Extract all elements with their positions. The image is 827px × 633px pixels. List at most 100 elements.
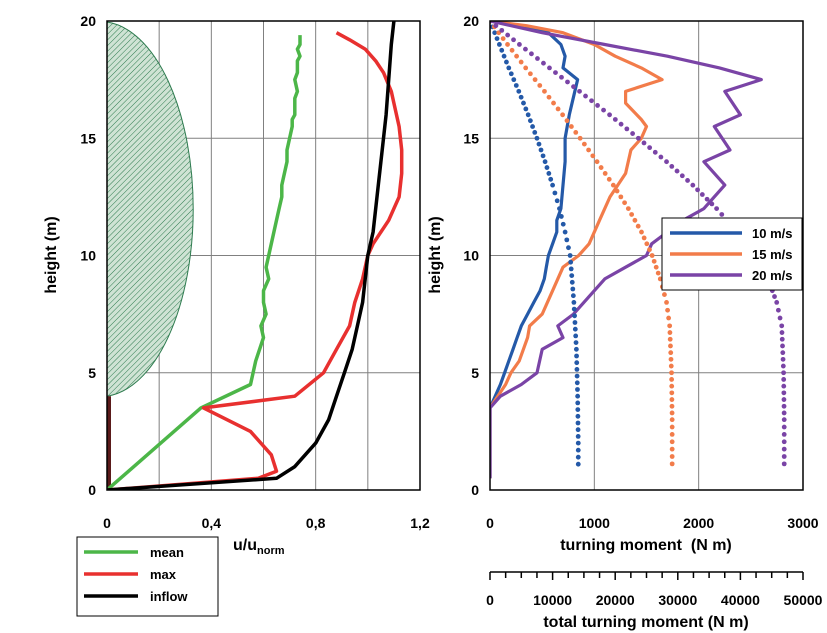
total-moment-dot [780,356,786,362]
legend-label-15-m-s: 15 m/s [752,247,792,262]
total-moment-dot [552,190,558,196]
total-moment-dot [655,270,661,276]
total-moment-dot [685,178,690,183]
total-moment-dot [699,192,705,197]
total-moment-dot [573,346,579,352]
total-moment-dot [532,77,538,83]
total-moment-dot [667,330,673,335]
total-moment-dot [601,107,606,113]
total-moment-dot [574,367,580,372]
total-moment-dot [669,446,675,452]
total-moment-dot [573,340,579,345]
total-moment-dot [572,313,577,319]
total-moment-dot [667,323,673,329]
total-moment-dot [530,124,535,129]
total-moment-dot [496,42,502,47]
total-moment-dot [667,336,673,342]
canopy-shape [106,21,194,397]
total-moment-dot [575,407,581,412]
total-moment-dot [568,259,574,265]
total-moment-dot [674,168,680,174]
x2-tick-label: 30000 [658,592,697,608]
x2-tick-label: 10000 [533,592,572,608]
trunk-shape [107,396,111,490]
total-moment-dot [669,377,675,382]
total-moment-dot [534,135,540,141]
total-moment-dot [669,461,675,467]
total-moment-dot [525,112,531,118]
series-15-m-s-line [490,21,664,479]
total-moment-dot [606,176,612,182]
total-moment-dot [781,446,787,452]
total-moment-dot [509,47,515,53]
total-moment-dot [575,387,580,392]
total-moment-dot [618,194,624,200]
x-tick-label: 1,2 [410,515,430,531]
total-moment-dot [774,300,780,305]
secondary-x-axis: 0 10000 20000 30000 40000 50000 [486,571,823,608]
total-moment-dot [554,198,560,204]
y-tick-label: 10 [463,248,479,264]
x-tick-label: 1000 [579,515,610,531]
y-tick-label: 5 [471,365,479,381]
total-moment-dot [669,370,674,376]
total-moment-dot [523,46,528,52]
y-tick-label: 20 [80,13,96,29]
total-moment-dot [781,424,787,430]
x2-tick-label: 40000 [721,592,760,608]
total-moment-dot [575,440,581,446]
total-moment-dot [575,420,581,426]
total-moment-dot [514,53,520,59]
total-moment-dot [644,241,650,247]
total-moment-dot [494,36,500,41]
right-legend: 10 m/s 15 m/s 20 m/s [661,217,803,291]
x-tick-label: 2000 [683,515,714,531]
series-inflow-line [107,21,396,490]
total-moment-dot [583,93,588,99]
x2-tick-label: 20000 [596,592,635,608]
total-moment-dot [781,377,787,382]
total-moment-dot [780,343,785,349]
total-moment-dot [780,363,786,369]
total-moment-dot [516,88,522,94]
total-moment-dot [610,182,616,188]
total-moment-dot [668,363,674,369]
total-moment-dot [669,424,675,430]
total-moment-dot [571,300,577,305]
total-moment-dot [781,390,787,396]
x2-tick-label: 50000 [784,592,823,608]
total-moment-dot [779,336,785,342]
total-moment-dot [595,103,600,108]
y-tick-label: 10 [80,248,96,264]
total-moment-dot [567,253,573,258]
legend-label-max: max [150,567,177,582]
total-moment-dot [565,79,570,85]
right-tick-labels: 0 1000 2000 3000 0 5 10 15 20 [463,13,818,531]
total-moment-dot [781,403,787,409]
total-moment-dot [544,165,550,170]
total-moment-dot [662,292,667,297]
total-moment-dot [546,94,552,100]
x-tick-label: 3000 [787,515,818,531]
total-moment-dot [781,439,787,445]
total-moment-dot [537,83,543,88]
total-moment-dot [568,266,574,272]
total-moment-dot [557,206,562,212]
left-series [107,21,404,490]
total-moment-dot [772,294,777,299]
total-moment-dot [572,320,578,325]
total-moment-dot [781,461,787,467]
series-mean-line [107,35,302,490]
total-moment-dot [781,431,787,437]
total-moment-dot [547,65,552,71]
right-x-axis-label: turning moment (N m) [560,537,732,554]
total-moment-dot [505,42,510,47]
total-moment-dot [641,235,647,241]
total-moment-dot [521,100,526,106]
total-moment-dot [511,77,517,83]
total-moment-dot [669,390,675,396]
total-moment-dot [572,326,578,332]
legend-label-20-m-s: 20 m/s [752,268,792,283]
total-moment-dot [574,360,580,366]
total-moment-dot [508,71,514,77]
